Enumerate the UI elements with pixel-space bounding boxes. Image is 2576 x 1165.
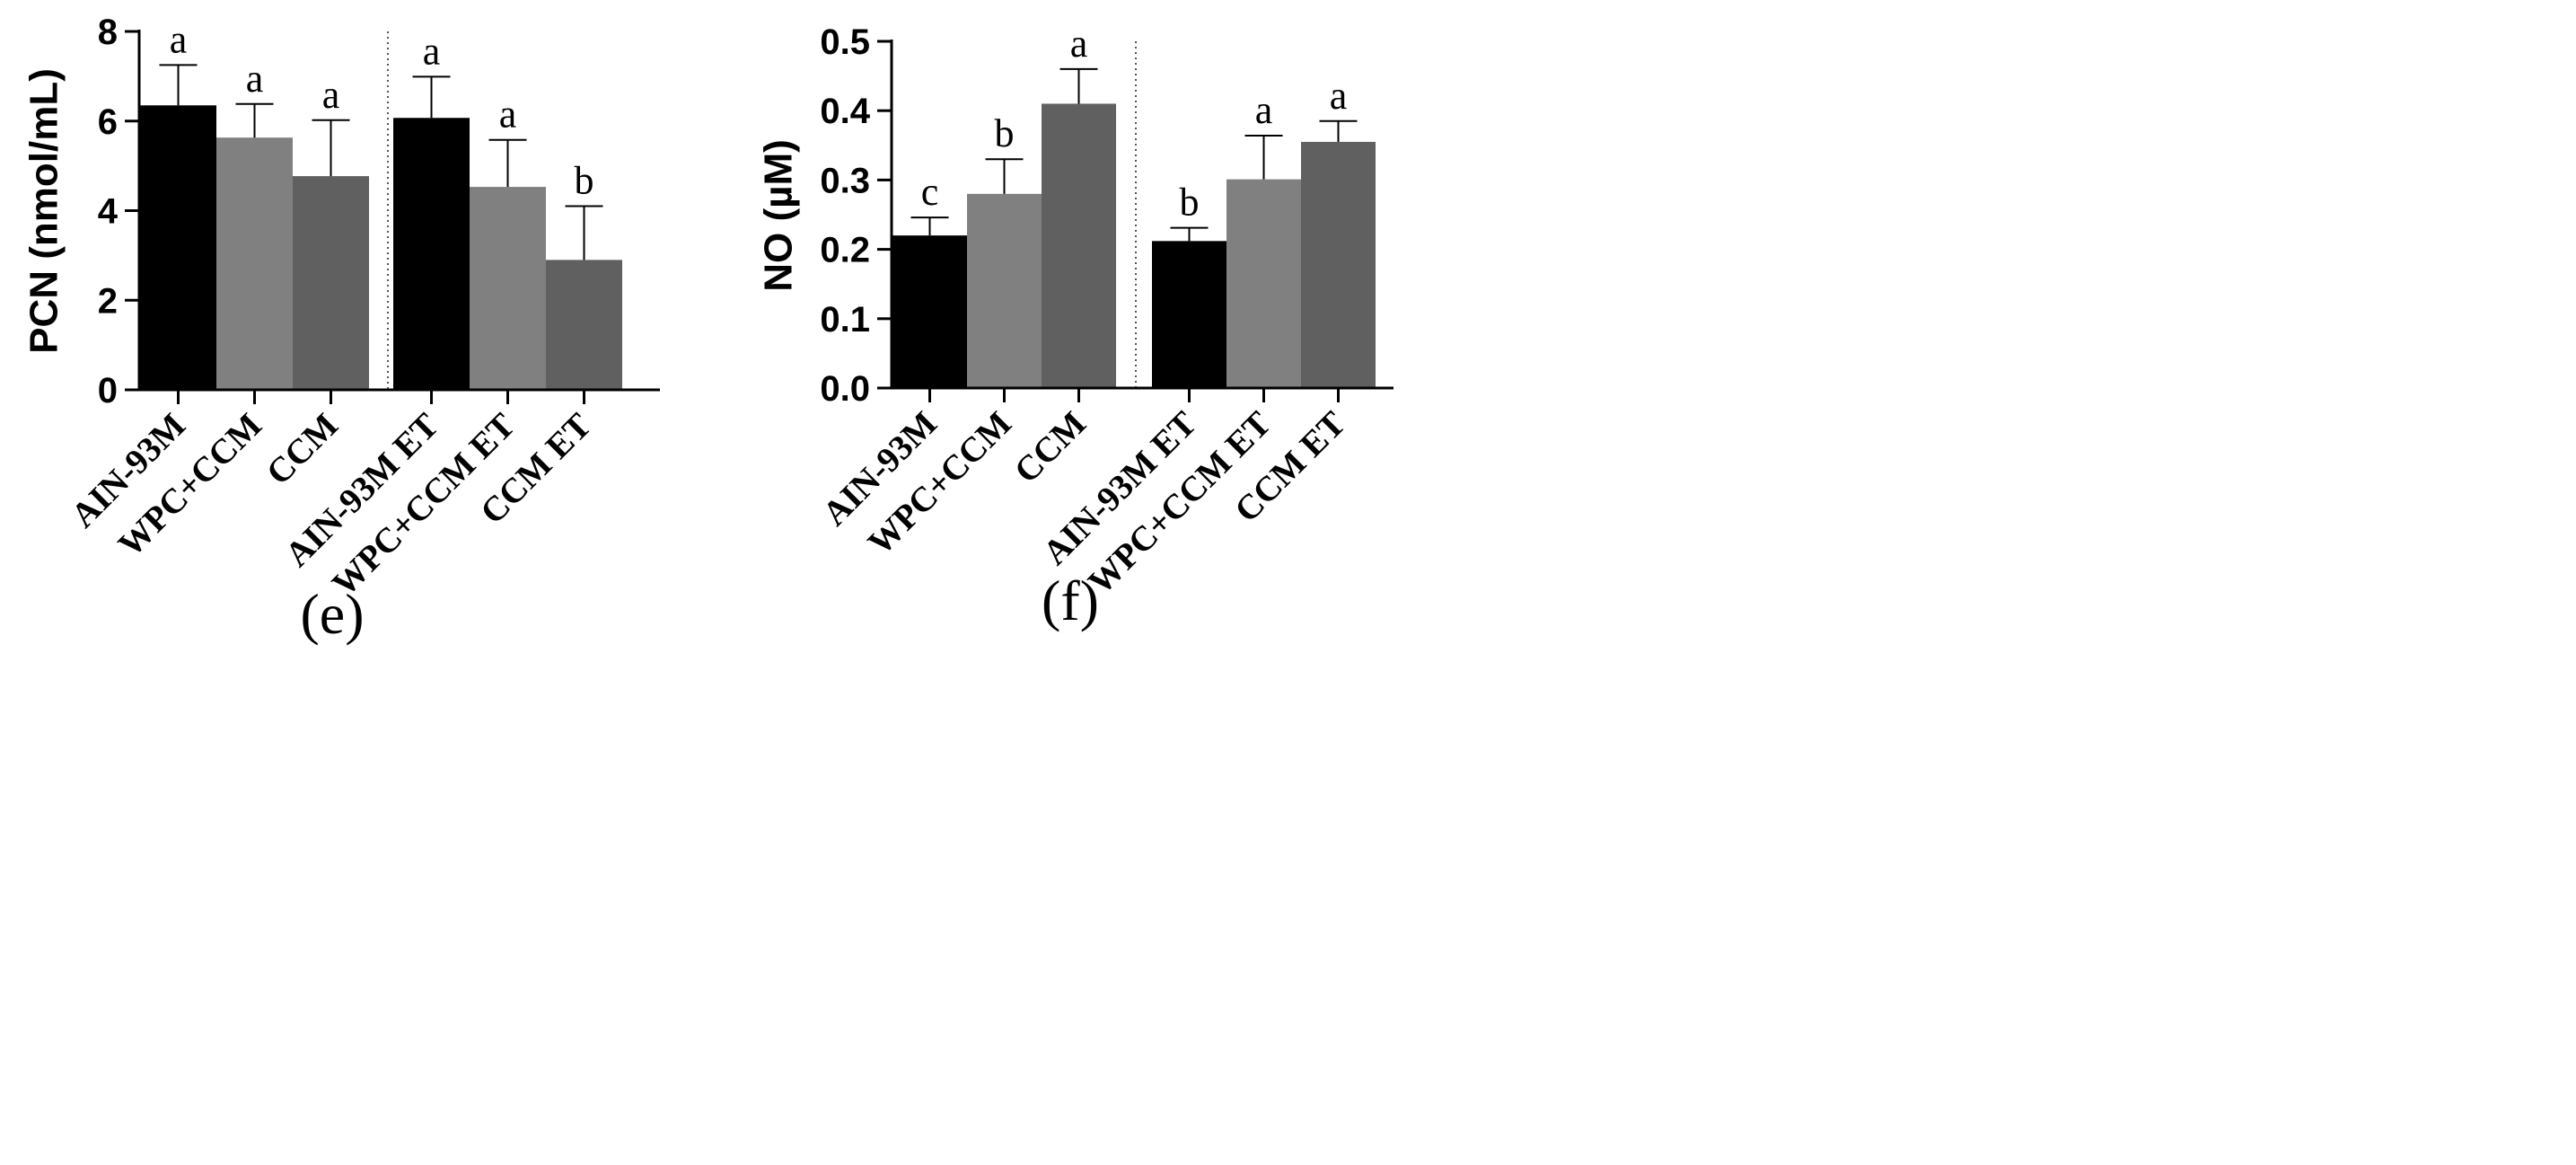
significance-letter: a <box>1330 74 1348 118</box>
significance-letter: b <box>995 111 1015 155</box>
y-tick-label: 0.2 <box>820 231 870 270</box>
significance-letter: a <box>170 17 188 61</box>
significance-letter: b <box>1180 181 1200 225</box>
significance-letter: a <box>322 73 340 117</box>
y-tick-label: 0.5 <box>820 22 870 62</box>
x-tick-label: CCM <box>259 406 346 492</box>
y-tick-label: 0.0 <box>820 369 870 409</box>
y-tick-label: 8 <box>98 13 118 52</box>
bar-wpc-ccm-et <box>470 187 546 390</box>
significance-letter: a <box>1255 88 1273 132</box>
x-tick-label: CCM <box>1007 404 1094 490</box>
y-axis-title: NO (µM) <box>756 139 800 292</box>
significance-letter: a <box>423 29 441 73</box>
bar-wpc-ccm <box>967 193 1042 388</box>
significance-letter: a <box>1070 22 1088 66</box>
y-tick-label: 6 <box>98 102 118 142</box>
panel-label: (f) <box>1042 569 1099 632</box>
y-tick-label: 2 <box>98 281 118 321</box>
y-tick-label: 0.1 <box>820 300 870 340</box>
y-tick-label: 4 <box>98 192 119 232</box>
significance-letter: c <box>921 170 939 214</box>
significance-letter: b <box>575 159 594 203</box>
y-tick-label: 0 <box>98 371 118 410</box>
bar-ccm <box>293 176 369 390</box>
bar-wpc-ccm <box>216 137 293 391</box>
bar-ain-93m <box>892 235 967 388</box>
bar-ccm <box>1042 103 1116 388</box>
bar-ain-93m-et <box>393 118 470 391</box>
y-axis-title: PCN (nmol/mL) <box>22 68 66 354</box>
bar-ccm-et <box>1301 141 1376 388</box>
panel-label: (e) <box>300 582 364 646</box>
bar-wpc-ccm-et <box>1226 179 1301 388</box>
significance-letter: a <box>499 93 517 137</box>
bar-ain-93m <box>140 105 216 390</box>
y-tick-label: 0.3 <box>820 161 870 200</box>
bar-ain-93m-et <box>1152 241 1226 388</box>
bar-ccm-et <box>546 260 622 390</box>
significance-letter: a <box>246 57 264 101</box>
y-tick-label: 0.4 <box>820 92 870 131</box>
